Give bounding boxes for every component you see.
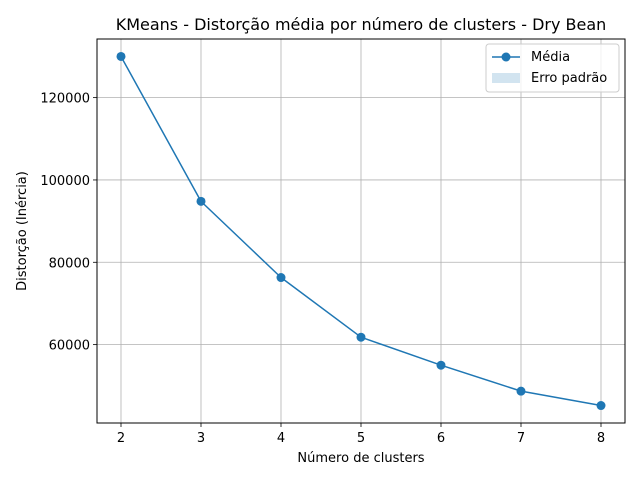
data-point — [356, 332, 366, 342]
legend-marker-icon — [501, 52, 511, 62]
x-tick-label: 8 — [597, 431, 605, 446]
grid-lines — [97, 39, 625, 423]
y-axis: 60000 80000 100000 120000 — [40, 92, 97, 354]
y-tick-label: 60000 — [49, 339, 90, 354]
x-tick-label: 3 — [197, 431, 205, 446]
legend-band-swatch — [492, 73, 520, 83]
x-tick-label: 6 — [437, 431, 445, 446]
x-tick-label: 2 — [117, 431, 125, 446]
y-tick-label: 100000 — [40, 174, 90, 189]
legend-label-media: Média — [531, 50, 570, 65]
data-point — [436, 360, 446, 370]
legend-label-erro-padrao: Erro padrão — [531, 71, 607, 86]
y-tick-label: 120000 — [40, 92, 90, 107]
y-axis-label: Distorção (Inércia) — [15, 171, 30, 291]
x-tick-label: 4 — [277, 431, 285, 446]
chart-title: KMeans - Distorção média por número de c… — [116, 15, 607, 34]
data-point — [116, 51, 126, 61]
legend-box — [485, 43, 620, 93]
legend: Média Erro padrão — [485, 43, 620, 93]
data-point — [276, 273, 286, 283]
data-point — [596, 401, 606, 411]
x-tick-label: 5 — [357, 431, 365, 446]
plot-area — [116, 51, 606, 411]
data-point — [516, 386, 526, 396]
x-axis: 2 3 4 5 6 7 8 — [117, 423, 605, 446]
y-tick-label: 80000 — [49, 256, 90, 271]
data-point — [196, 196, 206, 206]
x-tick-label: 7 — [517, 431, 525, 446]
x-axis-label: Número de clusters — [297, 451, 424, 466]
